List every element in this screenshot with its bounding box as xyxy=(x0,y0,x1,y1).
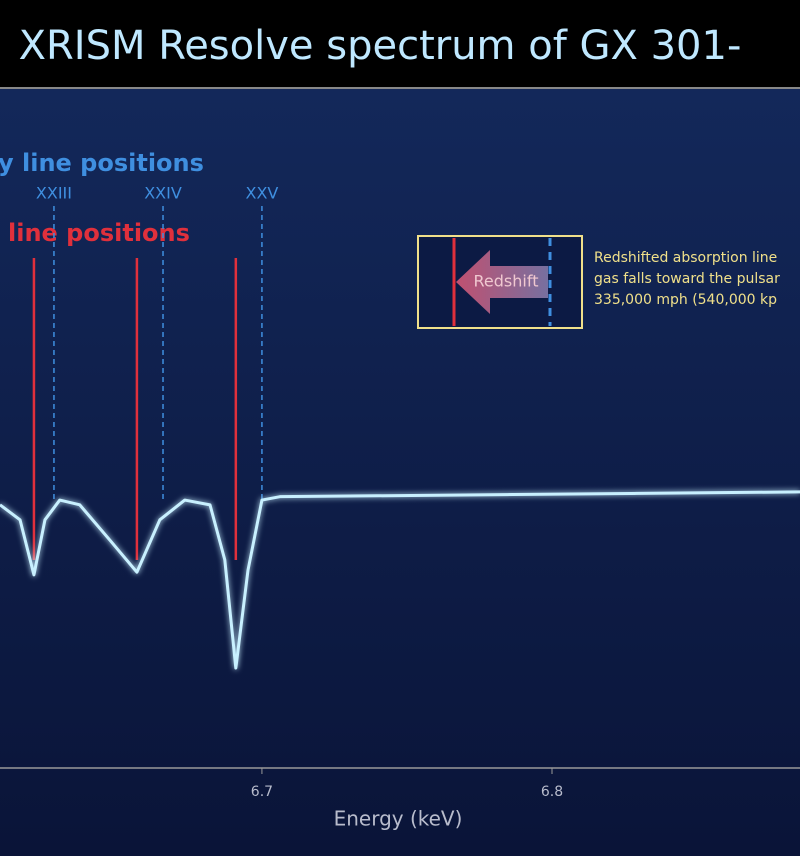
chart-title: XRISM Resolve spectrum of GX 301- xyxy=(19,23,742,69)
observed-legend: line positions xyxy=(8,219,190,247)
lab-line-label: XXIII xyxy=(36,184,72,203)
title-band xyxy=(0,0,800,88)
redshift-arrow xyxy=(456,250,548,314)
x-tick-label: 6.8 xyxy=(541,784,563,800)
annotation-line: 335,000 mph (540,000 kp xyxy=(594,292,777,308)
lab-line-label: XXIV xyxy=(144,184,182,203)
annotation-line: Redshifted absorption line xyxy=(594,250,777,266)
lab-legend: y line positions xyxy=(0,149,204,177)
annotation-line: gas falls toward the pulsar xyxy=(594,271,780,287)
inset: Redshift xyxy=(417,235,583,329)
lab-line-label: XXV xyxy=(245,184,278,203)
inset-label: Redshift xyxy=(474,272,539,291)
x-tick-label: 6.7 xyxy=(251,784,273,800)
x-axis-label: Energy (keV) xyxy=(334,807,463,831)
spectrum-line xyxy=(0,490,800,670)
plot-background xyxy=(0,88,800,856)
